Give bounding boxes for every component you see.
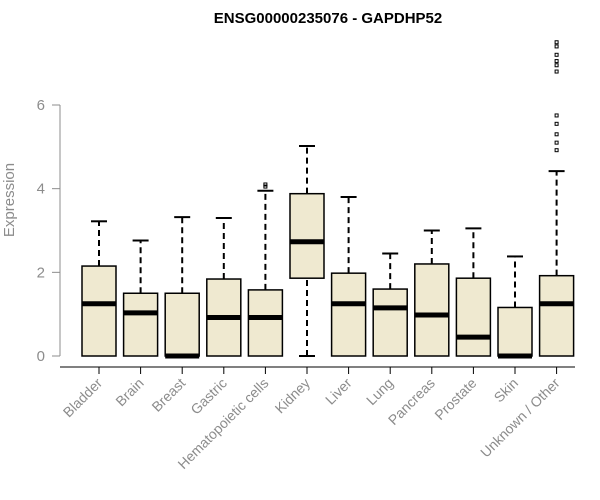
chart-title: ENSG00000235076 - GAPDHP52 [214,10,442,27]
box-3 [206,216,242,357]
outlier-point [554,59,559,64]
box-7 [372,252,408,357]
x-tick-label: Bladder [60,375,106,421]
y-tick-label: 4 [37,181,45,198]
box-rect [414,263,450,357]
box-rect [81,265,117,357]
box-8 [414,229,450,357]
box-rect [372,288,408,357]
box-4 [247,182,284,357]
box-rect [247,289,284,357]
outlier-point [554,44,559,49]
y-tick-label: 6 [37,97,45,114]
x-tick-label: Prostate [431,375,479,423]
y-tick-label: 0 [37,348,45,365]
box-9 [455,227,492,357]
x-tick-label: Unknown / Other [477,375,563,461]
y-axis-ticks: 0 2 4 6 [37,97,60,365]
box-rect [330,272,367,357]
x-tick-label: Liver [322,375,355,408]
box-rect [455,277,492,357]
outlier-point [554,132,559,137]
outlier-point [554,40,559,45]
boxes [81,40,575,359]
box-rect [497,306,533,357]
outlier-point [554,148,559,153]
box-1 [122,239,159,357]
outlier-point [554,52,559,57]
y-tick-label: 2 [37,264,45,281]
y-axis-label: Expression [1,163,18,237]
outlier-point [554,69,559,74]
x-tick-label: Brain [112,375,146,409]
box-rect [122,292,159,357]
x-tick-label: Skin [491,375,522,406]
outlier-point [263,184,268,189]
x-tick-label: Lung [363,375,396,408]
box-10 [497,255,533,359]
outlier-point [263,182,268,187]
box-5 [289,144,325,357]
outlier-point [554,63,559,68]
box-11 [538,40,575,357]
box-6 [330,196,367,357]
box-0 [81,220,117,357]
outlier-point [554,121,559,126]
box-rect [289,192,325,279]
x-tick-label: Breast [148,375,188,415]
outlier-point [554,140,559,145]
box-rect [538,274,575,357]
outlier-point [554,113,559,118]
box-rect [164,292,200,357]
x-tick-label: Kidney [272,375,314,417]
box-2 [164,216,200,359]
